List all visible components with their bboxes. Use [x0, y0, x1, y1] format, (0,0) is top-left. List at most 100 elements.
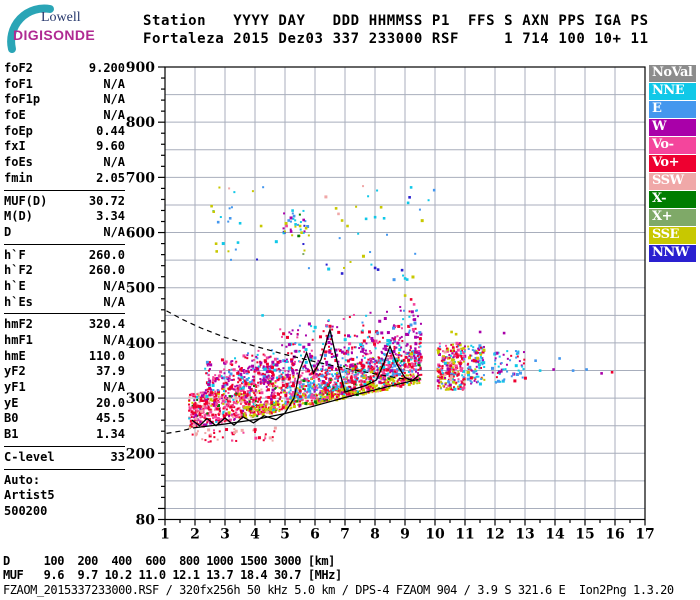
- param-row: h`F2 260.0: [4, 263, 125, 279]
- svg-text:15: 15: [575, 527, 594, 543]
- legend-item-label: Vo-: [652, 137, 674, 152]
- param-value: 260.0: [88, 247, 125, 262]
- muf-row: MUF 9.6 9.7 10.2 11.0 12.1 13.7 18.4 30.…: [3, 568, 342, 582]
- param-label: foF1: [4, 76, 33, 91]
- panel-group-frequencies: foF2 9.200 foF1 N/A foF1p N/A foE N/A foEp 0.44 fx…: [4, 61, 125, 191]
- legend-item: X+: [649, 209, 696, 226]
- param-value: N/A: [103, 92, 125, 107]
- param-row: foEp 0.44: [4, 124, 125, 140]
- param-row: hmE 110.0: [4, 349, 125, 365]
- param-value: 9.200: [88, 61, 125, 75]
- legend-item: W: [649, 119, 696, 136]
- param-label: MUF(D): [4, 193, 48, 208]
- param-label: foE: [4, 108, 26, 123]
- legend-item-label: E: [652, 101, 662, 116]
- param-label: M(D): [4, 209, 33, 224]
- param-row: foE N/A: [4, 108, 125, 124]
- param-value: 0.44: [96, 123, 125, 138]
- param-value: 37.9: [96, 364, 125, 379]
- param-label: 500200: [4, 503, 48, 518]
- logo-text-digisonde: DIGISONDE: [13, 27, 96, 43]
- file-info-row: FZAOM_2015337233000.RSF / 320fx256h 50 k…: [3, 583, 674, 597]
- param-label: C-level: [4, 449, 55, 464]
- param-row: h`Es N/A: [4, 295, 125, 311]
- param-row: h`F 260.0: [4, 248, 125, 264]
- param-label: h`F2: [4, 263, 33, 278]
- param-row: D N/A: [4, 225, 125, 241]
- param-value: 20.0: [96, 395, 125, 410]
- legend-item: E: [649, 101, 696, 118]
- param-row: h`E N/A: [4, 279, 125, 295]
- logo-text-lowell: Lowell: [41, 10, 81, 25]
- param-value: 110.0: [88, 348, 125, 363]
- param-label: hmF1: [4, 333, 33, 347]
- svg-text:14: 14: [545, 527, 565, 543]
- param-row: B0 45.5: [4, 411, 125, 427]
- legend-item: Vo-: [649, 137, 696, 154]
- param-value: N/A: [103, 278, 125, 293]
- svg-text:6: 6: [310, 527, 320, 543]
- scaled-parameters-panel: foF2 9.200 foF1 N/A foF1p N/A foE N/A foEp 0.44 fx…: [4, 61, 125, 526]
- svg-text:500: 500: [126, 281, 155, 297]
- legend-item-label: X-: [652, 191, 667, 206]
- param-value: 9.60: [96, 139, 125, 154]
- param-row: foF1 N/A: [4, 77, 125, 93]
- svg-text:12: 12: [485, 527, 504, 543]
- param-value: 45.5: [96, 411, 125, 426]
- param-row: yE 20.0: [4, 396, 125, 412]
- legend-item-label: SSE: [652, 227, 679, 242]
- svg-text:700: 700: [126, 170, 155, 186]
- svg-text:900: 900: [126, 60, 155, 76]
- svg-text:600: 600: [126, 226, 155, 242]
- param-row: MUF(D) 30.72: [4, 194, 125, 210]
- param-label: fxI: [4, 139, 26, 154]
- station-header: Station YYYY DAY DDD HHMMSS P1 FFS S AXN…: [143, 13, 649, 48]
- lowell-digisonde-logo: Lowell DIGISONDE: [4, 3, 116, 57]
- panel-group-virtual-heights: h`F 260.0 h`F2 260.0 h`E N/A h`Es N/A: [4, 248, 125, 315]
- footer: D 100 200 400 600 800 1000 1500 3000 [km…: [3, 554, 674, 597]
- legend-item: SSE: [649, 227, 696, 244]
- param-label: foF2: [4, 61, 33, 75]
- logo-arc-icon: [7, 4, 54, 53]
- param-label: D: [4, 224, 12, 239]
- param-row: yF1 N/A: [4, 380, 125, 396]
- param-row: hmF2 320.4: [4, 317, 125, 333]
- param-label: h`E: [4, 278, 26, 293]
- param-value: 320.4: [88, 317, 125, 332]
- param-label: foEp: [4, 123, 33, 138]
- svg-text:2: 2: [190, 527, 200, 543]
- svg-text:10: 10: [425, 527, 445, 543]
- param-label: yF2: [4, 364, 26, 379]
- legend-item-label: NNW: [652, 245, 689, 260]
- svg-text:7: 7: [340, 527, 350, 543]
- param-value: 2.05: [96, 170, 125, 185]
- param-label: B0: [4, 411, 19, 426]
- param-row: foF2 9.200: [4, 61, 125, 77]
- svg-text:200: 200: [126, 446, 155, 462]
- param-row: Artist5: [4, 488, 125, 504]
- param-label: yE: [4, 395, 19, 410]
- svg-text:5: 5: [280, 527, 290, 543]
- svg-text:80: 80: [136, 513, 156, 529]
- header-columns-line: Station YYYY DAY DDD HHMMSS P1 FFS S AXN…: [143, 13, 649, 29]
- svg-text:800: 800: [126, 115, 155, 131]
- param-label: hmE: [4, 348, 26, 363]
- legend-item: Vo+: [649, 155, 696, 172]
- svg-text:17: 17: [635, 527, 654, 543]
- panel-group-confidence: C-level 33: [4, 450, 125, 470]
- legend-item-label: X+: [652, 209, 672, 224]
- svg-text:300: 300: [126, 391, 155, 407]
- param-label: Auto:: [4, 472, 41, 487]
- param-row: fxI 9.60: [4, 139, 125, 155]
- param-label: h`Es: [4, 294, 33, 309]
- legend-item-label: SSW: [652, 173, 684, 188]
- param-value: N/A: [103, 380, 125, 395]
- param-row: foEs N/A: [4, 155, 125, 171]
- param-label: yF1: [4, 380, 26, 395]
- svg-text:400: 400: [126, 336, 155, 352]
- param-value: N/A: [103, 333, 125, 347]
- param-value: 30.72: [88, 193, 125, 208]
- param-label: fmin: [4, 170, 33, 185]
